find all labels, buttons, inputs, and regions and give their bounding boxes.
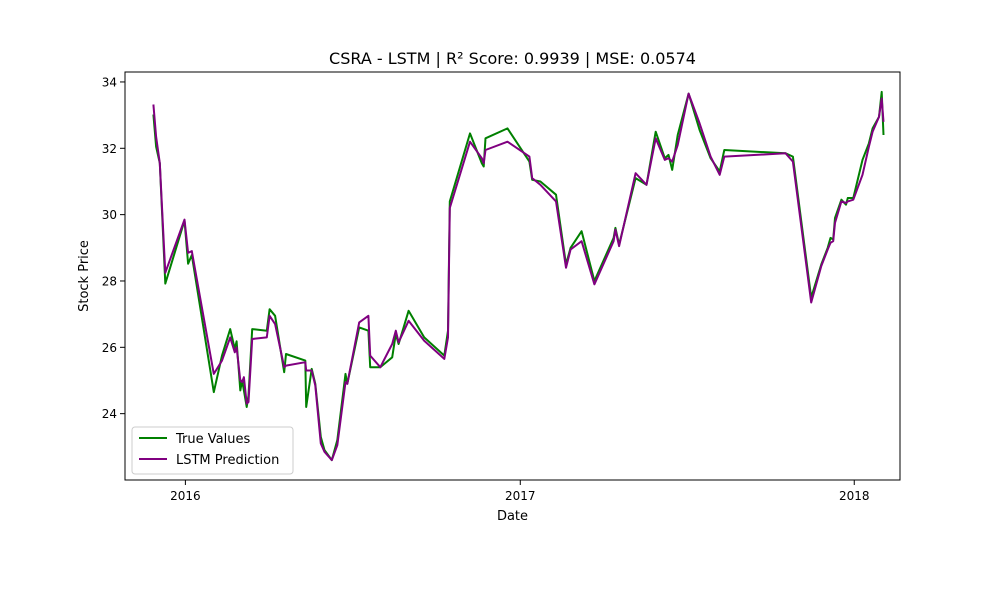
x-tick-label: 2018 [839,489,870,503]
plot-frame [124,71,901,481]
y-tick-label: 26 [102,341,117,355]
y-tick-label: 34 [102,75,117,89]
y-axis-label: Stock Price [77,240,92,312]
x-axis: 2016 2017 2018 [170,480,870,503]
y-tick-label: 32 [102,142,117,156]
legend-label-lstm-prediction: LSTM Prediction [176,453,279,468]
legend-label-true-values: True Values [175,432,250,447]
y-axis: 24 26 28 30 32 34 [102,75,125,421]
y-tick-label: 28 [102,274,117,288]
x-axis-label: Date [497,509,528,524]
x-tick-label: 2016 [170,489,201,503]
series-layer [152,90,885,462]
x-tick-label: 2017 [505,489,536,503]
series-line-lstm-prediction [152,92,885,462]
y-tick-label: 30 [102,208,117,222]
chart-title: CSRA - LSTM | R² Score: 0.9939 | MSE: 0.… [329,49,696,68]
legend: True Values LSTM Prediction [131,426,294,475]
legend-box [131,426,294,475]
y-tick-label: 24 [102,407,117,421]
